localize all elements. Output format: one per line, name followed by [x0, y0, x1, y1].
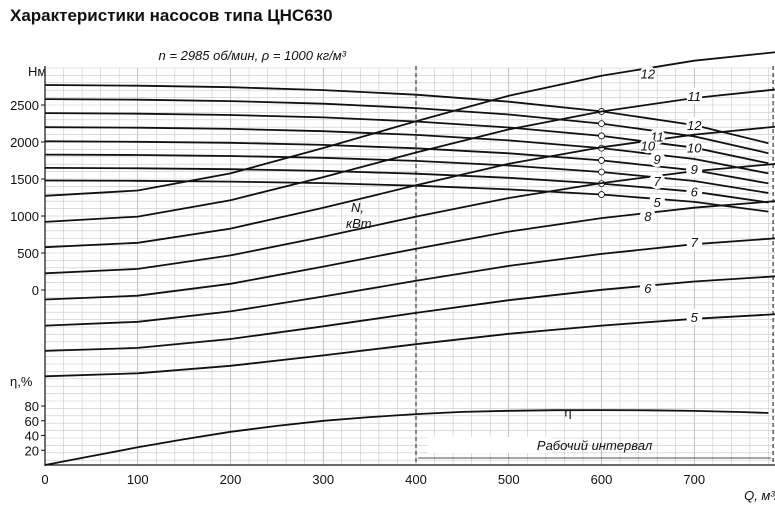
x-axis-label: Q, м³/ч [744, 488, 775, 503]
head-tick-label: 1500 [10, 172, 39, 187]
head-marker [598, 191, 605, 198]
eff-tick-label: 80 [25, 399, 39, 414]
axes [41, 66, 775, 466]
power-label-bg [639, 65, 656, 82]
head-tick-label: 500 [17, 246, 39, 261]
eff-tick-label: 60 [25, 414, 39, 429]
power-curve-7 [44, 237, 775, 327]
power-curve-12 [44, 51, 775, 197]
power-curve-label: 11 [688, 89, 702, 104]
head-curve-8 [44, 140, 769, 185]
head-curve-11 [44, 98, 769, 155]
power-axis-unit: кВт [346, 216, 372, 231]
x-tick-label: 600 [591, 472, 613, 487]
head-label-bg [649, 151, 666, 168]
power-label-bg [686, 161, 703, 178]
head-marker [598, 120, 605, 128]
power-curve-9 [44, 163, 775, 275]
x-tick-label: 400 [405, 472, 427, 487]
head-curve-label: 9 [654, 152, 661, 167]
power-label-bg [639, 279, 656, 296]
head-label-bg [686, 117, 703, 134]
head-label-bg [686, 183, 703, 200]
working-interval-bg [428, 437, 552, 453]
head-axis-label: Hм [28, 64, 46, 79]
power-curve-5 [44, 313, 775, 378]
eff-tick-label: 40 [25, 429, 39, 444]
power-axis-label: N, [351, 200, 364, 215]
head-marker [598, 168, 605, 176]
power-curve-label: 7 [691, 235, 699, 250]
eff-axis-label: η,% [10, 374, 33, 389]
head-label-bg [649, 172, 666, 189]
head-label-bg [686, 139, 703, 156]
head-marker [598, 132, 605, 140]
efficiency-curve-label: η [564, 404, 571, 419]
power-label-bg [639, 137, 656, 154]
head-curve-label: 5 [654, 195, 662, 210]
power-label-bg [639, 208, 656, 225]
head-curve-label: 10 [687, 141, 702, 156]
eff-tick-label: 20 [25, 443, 39, 458]
efficiency-curve [44, 409, 769, 466]
labels: Рабочий интервал010020030040050060070080… [10, 64, 775, 503]
power-curve-11 [44, 88, 775, 223]
head-tick-label: 2000 [10, 135, 39, 150]
page-title: Характеристики насосов типа ЦНС630 [10, 6, 333, 25]
power-curve-label: 5 [691, 310, 699, 325]
head-curve-label: 7 [654, 174, 662, 189]
power-curve-8 [44, 200, 775, 301]
power-curve-label: 8 [644, 209, 652, 224]
power-label-bg [686, 234, 703, 251]
working-interval-label: Рабочий интервал [537, 438, 653, 453]
conditions-text: n = 2985 об/мин, ρ = 1000 кг/м³ [159, 48, 347, 63]
x-tick-label: 200 [220, 472, 242, 487]
head-curve-label: 12 [687, 118, 702, 133]
head-curve-6 [44, 167, 769, 204]
power-curve-label: 12 [641, 67, 656, 82]
power-label-bg [686, 88, 703, 105]
head-tick-label: 2500 [10, 98, 39, 113]
head-tick-label: 0 [32, 283, 39, 298]
x-tick-label: 100 [127, 472, 149, 487]
head-label-bg [649, 193, 666, 210]
power-curve-label: 10 [641, 138, 656, 153]
x-tick-label: 500 [498, 472, 520, 487]
x-tick-label: 300 [312, 472, 334, 487]
curves [44, 51, 775, 466]
head-curve-label: 6 [691, 185, 699, 200]
power-curve-label: 9 [691, 162, 698, 177]
power-curve-label: 6 [644, 281, 652, 296]
power-curve-6 [44, 275, 775, 352]
head-marker [598, 157, 605, 164]
x-tick-label: 700 [683, 472, 705, 487]
x-tick-label: 0 [41, 472, 48, 487]
head-tick-label: 1000 [10, 209, 39, 224]
power-label-bg [686, 308, 703, 325]
head-curve-12 [44, 84, 769, 145]
